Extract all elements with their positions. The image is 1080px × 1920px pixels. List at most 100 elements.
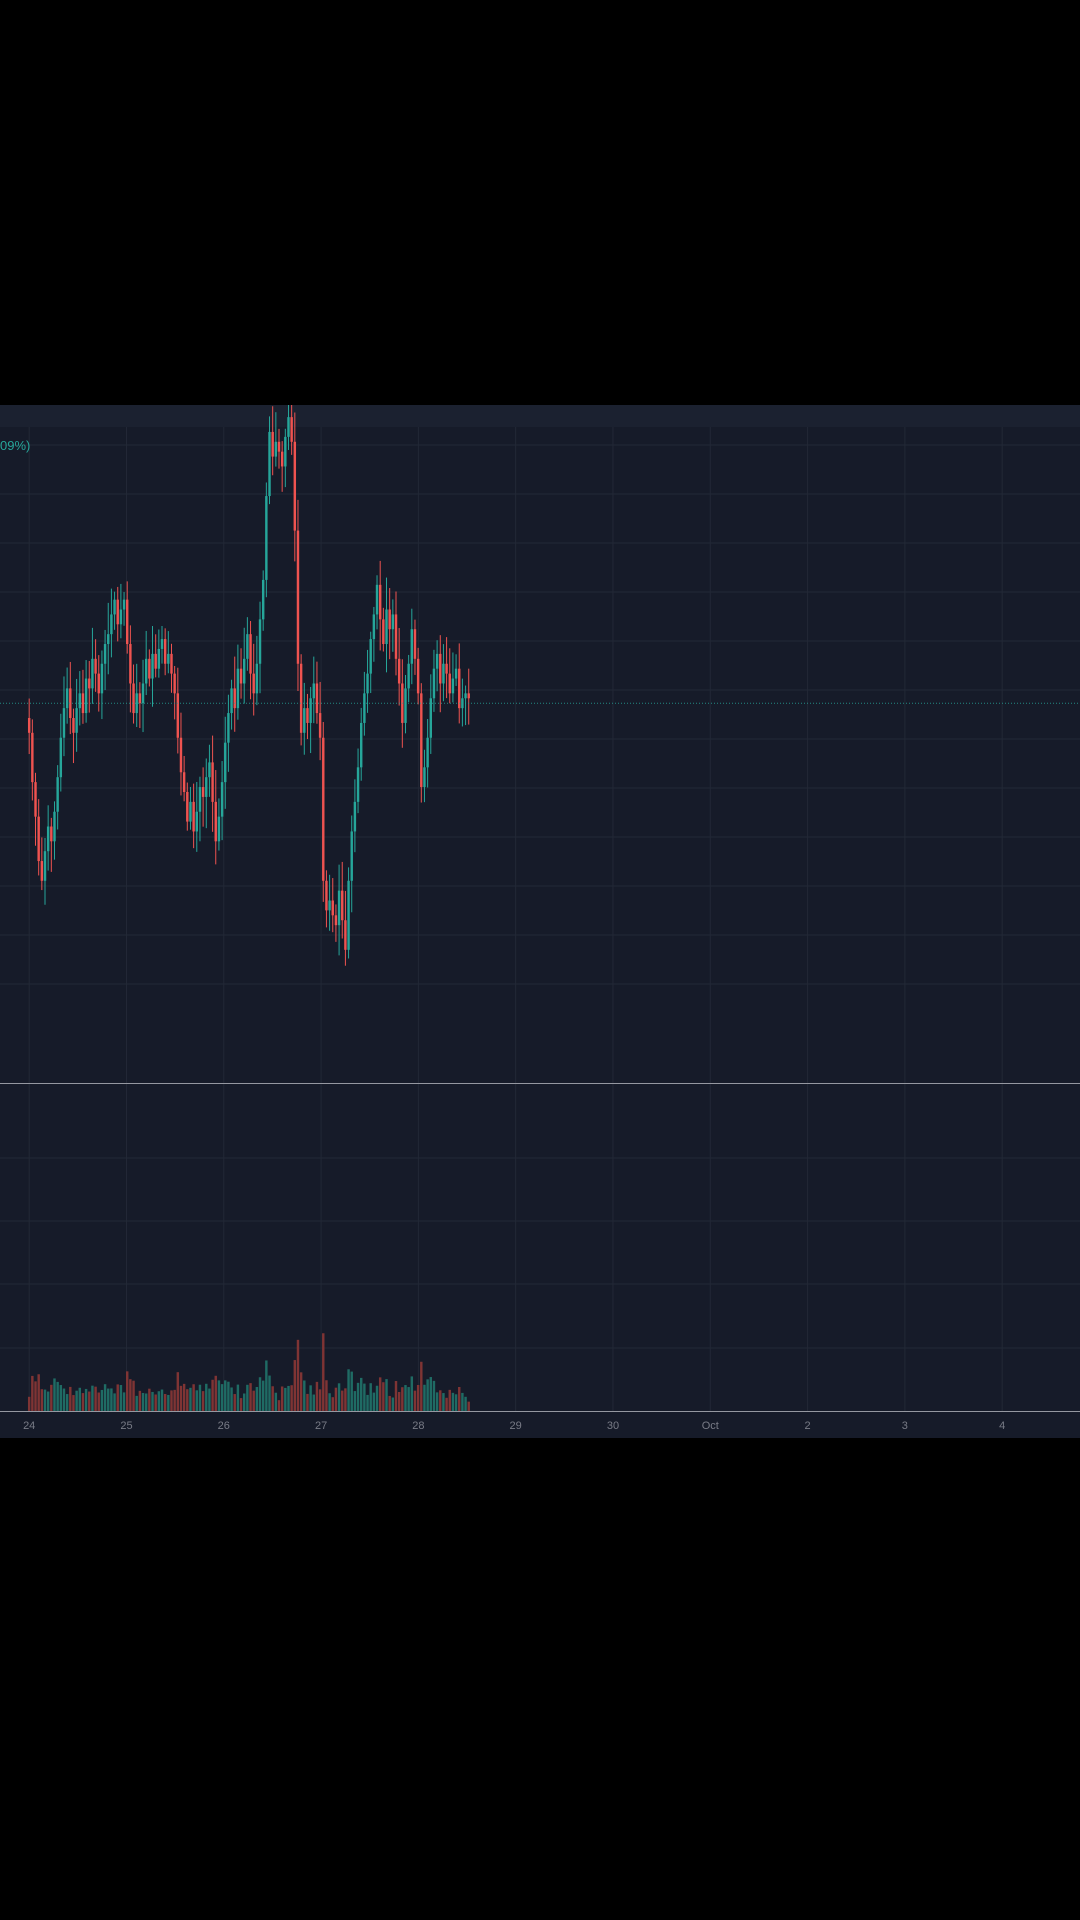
candle-body [208,762,211,778]
volume-bar [315,1381,319,1411]
candle-body [107,634,110,645]
candle-body [458,668,461,709]
volume-bar [306,1393,309,1411]
volume-bar [78,1387,81,1411]
volume-bar [88,1391,91,1411]
volume-bar [385,1379,388,1411]
candle-body [227,713,230,743]
volume-bar [138,1390,142,1411]
candle-body [170,653,173,674]
candle-body [31,732,34,783]
candle-body [141,683,145,704]
candle-body [43,851,47,881]
volume-bar [243,1393,246,1411]
volume-bar [167,1394,170,1411]
candle-body [420,693,423,788]
candle-body [163,639,167,664]
volume-bar [214,1375,217,1411]
x-tick-label: 29 [510,1420,522,1432]
candle-body [53,811,56,842]
volume-bar [163,1393,167,1411]
volume-bar [252,1390,255,1411]
candle-body [353,801,357,832]
volume-bar [157,1391,161,1411]
candle-body [388,609,391,630]
volume-bar [227,1381,230,1411]
candle-body [249,634,252,674]
volume-bar [255,1386,259,1411]
volume-bar [284,1387,287,1411]
volume-bar [293,1360,297,1411]
volume-bar [59,1385,63,1411]
volume-bar [154,1394,157,1411]
volume-bar [331,1397,334,1411]
volume-bar [290,1385,293,1411]
x-tick-label: 27 [315,1420,327,1432]
candle-body [258,619,262,664]
candle-body [255,663,259,694]
volume-bar [189,1387,192,1411]
candle-body [126,599,129,645]
volume-bar [296,1339,300,1411]
volume-bar [401,1387,404,1411]
candle-body [211,762,214,802]
candle-body [293,441,297,531]
candle-body [192,801,195,832]
candle-body [214,801,217,842]
candle-body [198,787,202,812]
volume-bar [224,1380,227,1411]
volume-bar [261,1380,265,1411]
volume-bar [404,1385,407,1411]
candle-body [138,693,142,704]
volume-bar [148,1388,151,1411]
candle-body [439,653,442,684]
volume-bar [192,1384,195,1411]
candle-body [69,688,72,719]
volume-bar [375,1385,379,1411]
candle-body [378,584,382,620]
candle-body [176,693,180,738]
x-tick-label: 28 [412,1420,424,1432]
candle-body [59,737,63,778]
candle-body [271,431,274,457]
candle-body [91,658,94,689]
candle-body [78,693,81,709]
candle-body [84,678,88,714]
candle-body [224,742,227,783]
x-tick-label: Oct [702,1420,719,1432]
volume-bar [37,1374,40,1411]
volume-bar [94,1386,97,1411]
price-chart[interactable]: 24 25 26 27 28 29 30 Oct 2 3 4 [0,405,1080,1438]
volume-bar [246,1384,249,1411]
candle-body [135,693,138,714]
candle-body [274,441,278,457]
x-tick-label: 3 [902,1420,908,1432]
volume-bar [413,1390,417,1411]
candle-body [81,693,85,714]
volume-bar [461,1392,464,1411]
volume-bar [27,1396,31,1411]
candle-body [318,713,322,738]
candle-body [233,688,236,709]
candle-body [113,599,116,615]
chart-panel[interactable]: 24 25 26 27 28 29 30 Oct 2 3 4 09%) [0,405,1080,1438]
candle-body [167,653,170,664]
x-tick-label: 24 [23,1420,35,1432]
price-change-readout: 09%) [0,438,31,453]
candle-body [144,658,148,684]
candle-body [62,708,66,738]
candle-body [454,668,458,679]
candle-body [429,698,432,738]
volume-bar [448,1389,451,1411]
candle-body [363,693,366,723]
volume-bar [201,1391,205,1411]
volume-bar [97,1392,100,1411]
volume-bar [442,1393,445,1411]
candle-body [341,890,344,921]
volume-bar [103,1384,107,1411]
volume-bar [160,1389,164,1411]
volume-bar [135,1395,138,1411]
candle-body [315,683,319,714]
candle-body [344,920,347,950]
volume-bar [62,1388,66,1411]
